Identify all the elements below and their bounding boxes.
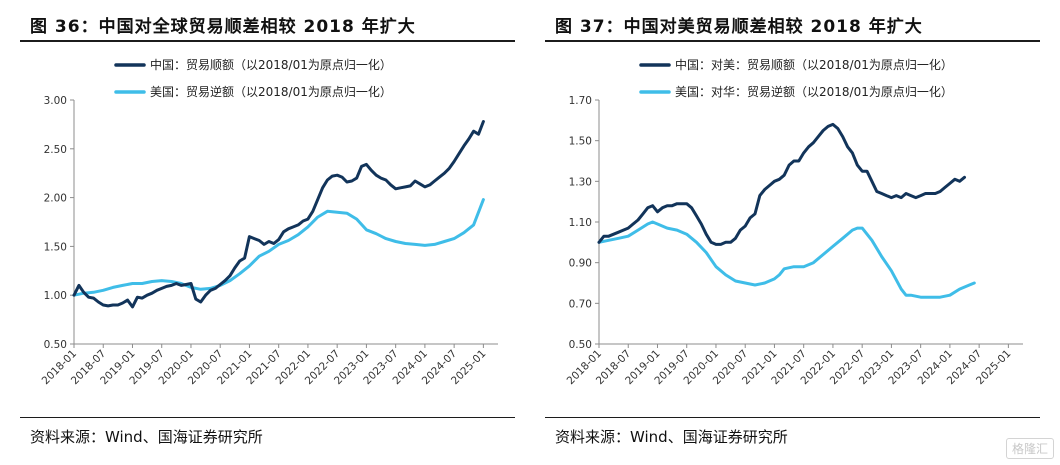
series-line-china: [72, 120, 485, 309]
y-tick-label: 0.50: [44, 339, 67, 351]
series-line-us: [597, 220, 976, 299]
y-tick-label: 2.00: [44, 193, 67, 205]
legend-label: 中国：贸易顺额（以2018/01为原点归一化）: [150, 57, 392, 72]
title-rule: [545, 40, 1040, 42]
y-tick-label: 1.00: [44, 290, 67, 302]
source-note: 资料来源：Wind、国海证券研究所: [30, 428, 263, 446]
legend-label: 美国：对华：贸易逆额（以2018/01为原点归一化）: [675, 84, 953, 99]
y-tick-label: 0.70: [569, 298, 592, 310]
y-tick-label: 1.30: [569, 176, 592, 188]
legend-label: 中国：对美：贸易顺额（以2018/01为原点归一化）: [675, 57, 953, 72]
watermark-logo: 格隆汇: [1005, 438, 1054, 459]
source-rule: [545, 417, 1040, 418]
source-rule: [20, 417, 515, 418]
y-tick-label: 0.50: [569, 339, 592, 351]
figure-title: 图 37：中国对美贸易顺差相较 2018 年扩大: [555, 17, 923, 37]
y-tick-label: 3.00: [44, 95, 67, 107]
y-tick-label: 1.50: [44, 241, 67, 253]
line-chart-global-trade: 3.002.502.001.501.000.502018-012018-0720…: [40, 57, 498, 387]
source-note: 资料来源：Wind、国海证券研究所: [555, 428, 788, 446]
y-tick-label: 1.10: [569, 217, 592, 229]
chart-panel-left: 图 36：中国对全球贸易顺差相较 2018 年扩大 3.00 2.50 2.00 1.…: [20, 0, 530, 465]
legend-label: 美国：贸易逆额（以2018/01为原点归一化）: [150, 84, 392, 99]
series-line-us: [72, 198, 485, 297]
line-chart-us-trade: 1.701.501.301.100.900.700.502018-012018-…: [565, 57, 1023, 387]
chart-panel-right: 图 37：中国对美贸易顺差相较 2018 年扩大 1.70 1.50 1.30 1.1…: [545, 0, 1055, 465]
y-tick-label: 2.50: [44, 144, 67, 156]
y-tick-label: 1.50: [569, 136, 592, 148]
y-tick-label: 1.70: [569, 95, 592, 107]
series-line-china: [597, 122, 966, 246]
figure-title: 图 36：中国对全球贸易顺差相较 2018 年扩大: [30, 17, 416, 37]
y-tick-label: 0.90: [569, 258, 592, 270]
title-rule: [20, 40, 515, 42]
